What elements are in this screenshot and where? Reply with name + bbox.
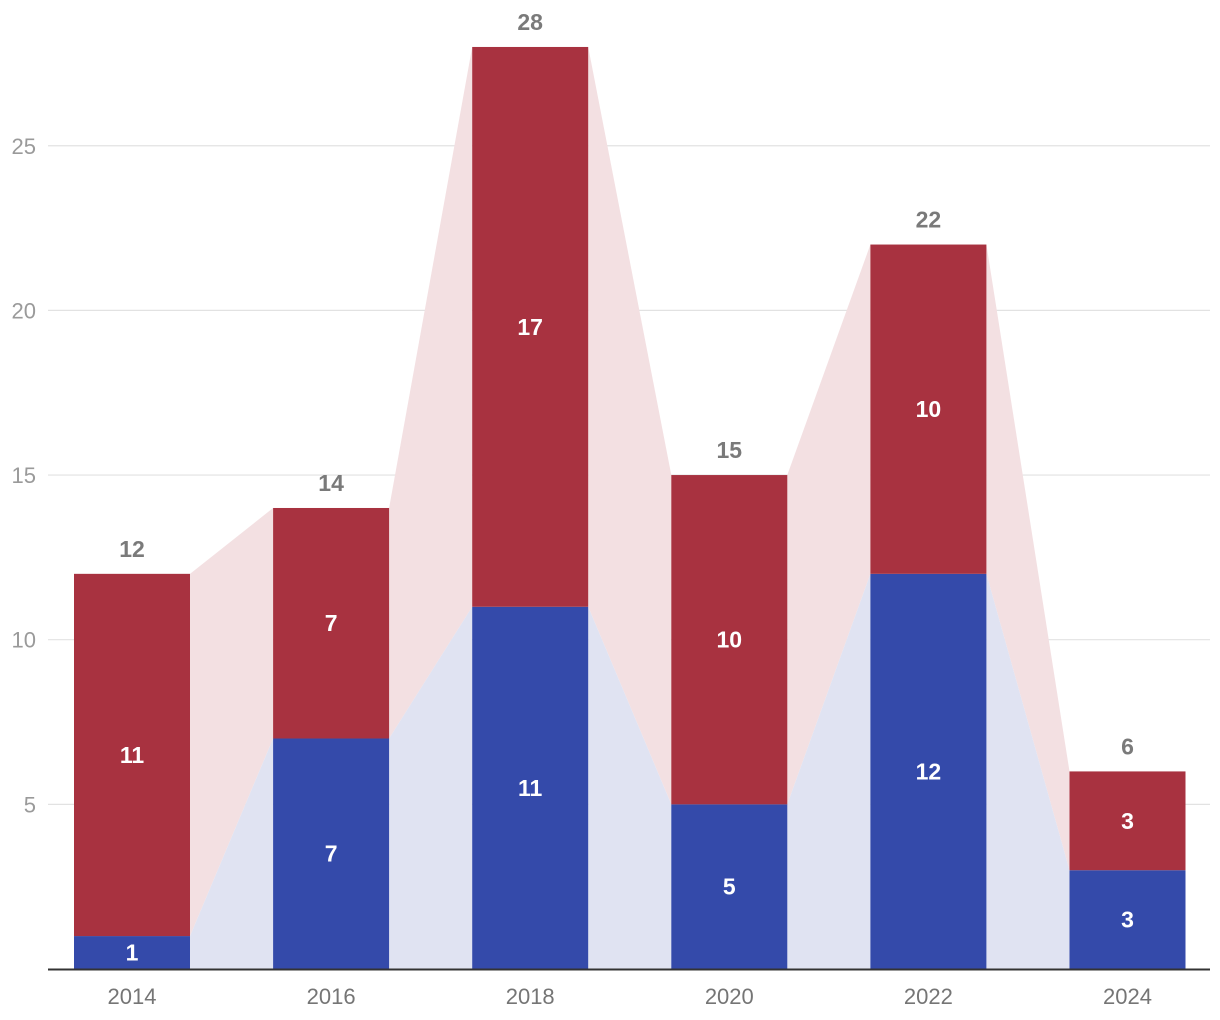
bar-segment-lower: [671, 804, 788, 969]
connector-band-lower: [787, 573, 871, 969]
x-tick-label: 2022: [904, 984, 953, 1009]
total-value-label: 28: [517, 9, 543, 35]
segment-value-label-upper: 7: [325, 610, 338, 636]
segment-value-label-lower: 3: [1121, 907, 1134, 933]
y-tick-label: 5: [24, 792, 36, 817]
connector-band-lower: [389, 606, 473, 969]
segment-value-label-upper: 11: [120, 742, 145, 768]
total-value-label: 12: [119, 536, 145, 562]
y-axis-tick-labels: 5 10 15 20 25: [12, 134, 36, 818]
bar-segment-upper: [1069, 771, 1186, 871]
bars: [74, 46, 1186, 969]
segment-value-label-lower: 5: [723, 874, 736, 900]
x-tick-label: 2014: [108, 984, 157, 1009]
bar-segment-upper: [74, 573, 190, 937]
x-tick-label: 2018: [506, 984, 555, 1009]
connector-band-lower: [986, 573, 1070, 969]
segment-value-label-upper: 17: [517, 314, 543, 340]
bar-segment-lower: [1069, 870, 1186, 969]
bar-segment-upper: [671, 475, 788, 805]
connector-band-lower: [190, 738, 274, 969]
total-labels: 12 14 28 15 22 6: [119, 9, 1134, 759]
segment-value-label-upper: 10: [916, 396, 942, 422]
bar-segment-upper: [870, 244, 987, 574]
bar-segment-upper: [273, 507, 390, 739]
bar-segment-lower: [870, 573, 987, 969]
x-tick-label: 2024: [1103, 984, 1152, 1009]
connector-band-upper: [986, 244, 1070, 871]
connector-band-lower: [588, 606, 672, 969]
total-value-label: 6: [1121, 733, 1134, 759]
y-tick-label: 10: [12, 628, 36, 653]
y-tick-label: 15: [12, 463, 36, 488]
total-value-label: 22: [916, 207, 942, 233]
connector-bands: [190, 46, 1070, 969]
segment-value-label-lower: 7: [325, 841, 338, 867]
connector-band-upper: [787, 244, 871, 805]
total-value-label: 15: [717, 437, 743, 463]
segment-value-label-upper: 3: [1121, 808, 1134, 834]
segment-value-label-lower: 1: [126, 940, 139, 966]
bar-segment-lower: [472, 606, 589, 969]
x-tick-label: 2016: [307, 984, 356, 1009]
x-tick-label: 2020: [705, 984, 754, 1009]
y-tick-label: 20: [12, 298, 36, 323]
connector-band-upper: [588, 46, 672, 805]
segment-value-label-lower: 12: [916, 758, 942, 784]
bar-segment-lower: [273, 738, 390, 969]
total-value-label: 14: [318, 470, 344, 496]
connector-band-upper: [389, 46, 473, 739]
x-axis-tick-labels: 2014 2016 2018 2020 2022 2024: [108, 984, 1152, 1009]
segment-value-label-lower: 11: [518, 775, 543, 801]
bar-segment-upper: [472, 46, 589, 607]
bar-segment-lower: [74, 936, 190, 969]
connector-band-upper: [190, 507, 274, 937]
y-tick-label: 25: [12, 134, 36, 159]
segment-value-label-upper: 10: [717, 627, 743, 653]
